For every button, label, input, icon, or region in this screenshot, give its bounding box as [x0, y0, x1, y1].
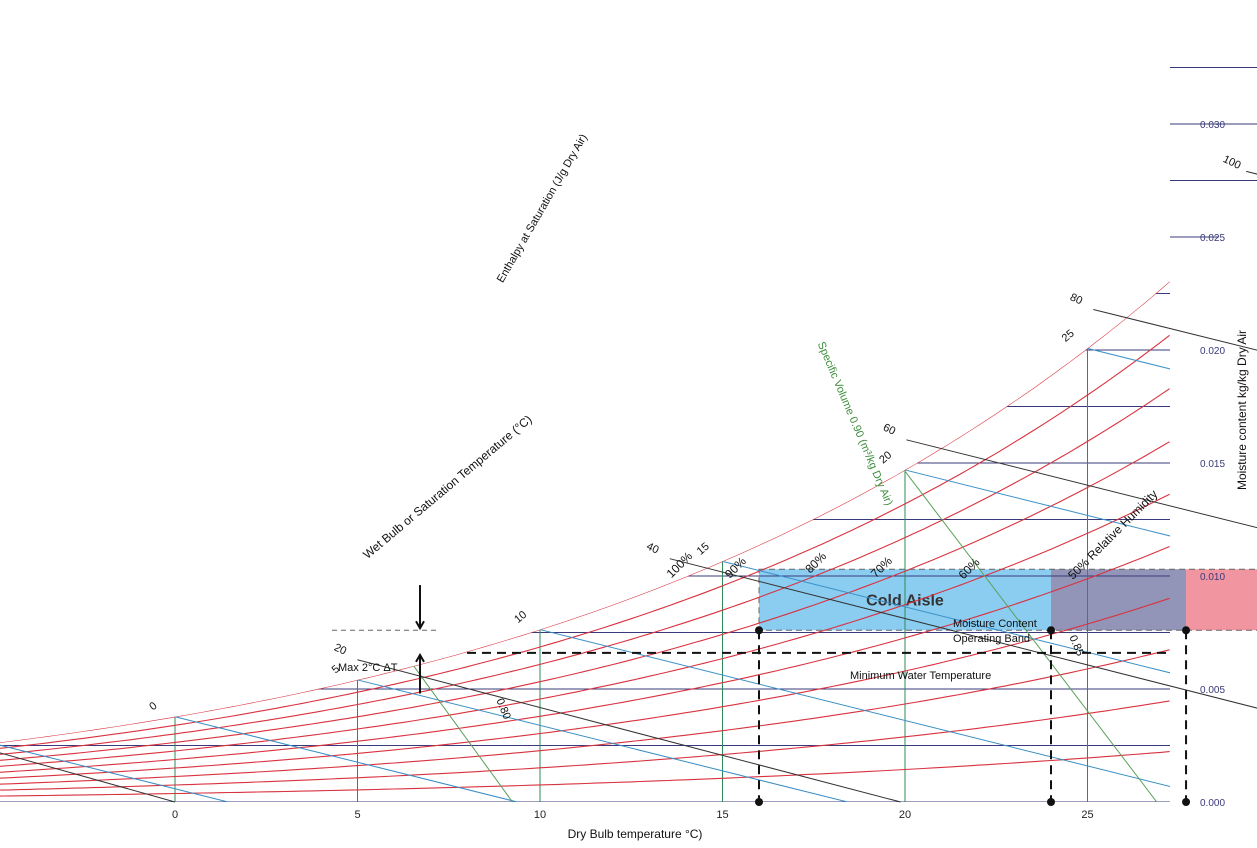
y-tick-label: 0.030: [1200, 120, 1225, 131]
y-tick-label: 0.015: [1200, 459, 1225, 470]
specific-volume-line: [413, 665, 513, 802]
y-tick-label: 0.025: [1200, 233, 1225, 244]
marker-dot-bottom: [1047, 798, 1055, 806]
rh-curve-10: [0, 751, 1170, 799]
enthalpy-label: 40: [644, 541, 660, 557]
y-tick-label: 0.000: [1200, 798, 1225, 809]
wet-bulb-line: [539, 629, 1233, 802]
rh-curve-90: [0, 334, 1170, 764]
enthalpy-label: 80: [1068, 291, 1084, 307]
wet-bulb-label: 0: [147, 700, 159, 713]
wet-bulb-label: 25: [1060, 328, 1077, 345]
hot-aisle-zone: [1186, 569, 1257, 631]
enthalpy-line: [357, 659, 901, 803]
rh-curve-30: [0, 649, 1170, 790]
wet-bulb-line: [904, 469, 1257, 802]
x-tick-label: 5: [354, 809, 360, 821]
y-axis-label: Moisture content kg/kg Dry Air: [1235, 330, 1249, 490]
x-tick-label: 10: [534, 809, 546, 821]
delta-t-arrowhead-down: [415, 620, 425, 631]
enthalpy-line: [669, 558, 1257, 709]
enthalpy-label: 60: [881, 422, 897, 438]
wet-bulb-line: [357, 679, 848, 802]
x-tick-label: 0: [172, 809, 178, 821]
enthalpy-axis-label: Enthalpy at Saturation (J/g Dry Air): [495, 132, 590, 285]
zone-outline: [758, 568, 1257, 631]
wet-bulb-label: 15: [695, 541, 712, 558]
enthalpy-line: [906, 439, 1257, 529]
specific-volume-label: 0.85: [1066, 634, 1085, 658]
moisture-band-label-2: Operating Band: [953, 633, 1030, 645]
marker-dot-top: [1182, 626, 1191, 635]
marker-dot-bottom: [1182, 798, 1191, 806]
marker-dot-top: [1047, 626, 1055, 635]
marker-dot-bottom: [755, 798, 763, 806]
marker-dot-top: [755, 626, 763, 635]
y-tick-label: 0.005: [1200, 685, 1225, 696]
moisture-band-label-1: Moisture Content: [953, 618, 1037, 630]
wet-bulb-line: [0, 742, 229, 802]
enthalpy-label: 100: [1221, 153, 1243, 172]
enthalpy-line: [1093, 308, 1257, 351]
x-tick-label: 25: [1081, 809, 1093, 821]
wet-bulb-label: 10: [512, 609, 529, 626]
x-tick-label: 15: [716, 809, 728, 821]
rh-curve-100: [0, 281, 1170, 760]
x-axis-label: Dry Bulb temperature °C): [568, 827, 703, 841]
minimum-water-temperature-label: Minimum Water Temperature: [850, 670, 991, 682]
rh-curve-60: [0, 493, 1170, 777]
wet-bulb-line: [174, 716, 518, 802]
y-tick-label: 0.020: [1200, 346, 1225, 357]
rh-curve-80: [0, 388, 1170, 769]
rh-curve-40: [0, 597, 1170, 786]
y-tick-label: 0.010: [1200, 572, 1225, 583]
enthalpy-line: [0, 752, 176, 803]
x-tick-label: 20: [899, 809, 911, 821]
wet-bulb-label: 20: [877, 449, 894, 466]
specific-volume-axis-label: Specific Volume 0.90 (m³/kg Dry Air): [815, 340, 895, 507]
wet-bulb-axis-label: Wet Bulb or Saturation Temperature (°C): [360, 412, 534, 561]
delta-t-arrowhead-up: [415, 652, 425, 663]
rh-label-50: 50% Relative Humidity: [1065, 487, 1160, 582]
delta-t-label: Max 2°C ΔT: [338, 662, 398, 674]
rh-curve-70: [0, 441, 1170, 773]
specific-volume-line: [903, 470, 1158, 802]
rh-curve-50: [0, 545, 1170, 782]
specific-volume-label: 0.80: [493, 697, 512, 721]
enthalpy-label: 20: [332, 642, 348, 658]
